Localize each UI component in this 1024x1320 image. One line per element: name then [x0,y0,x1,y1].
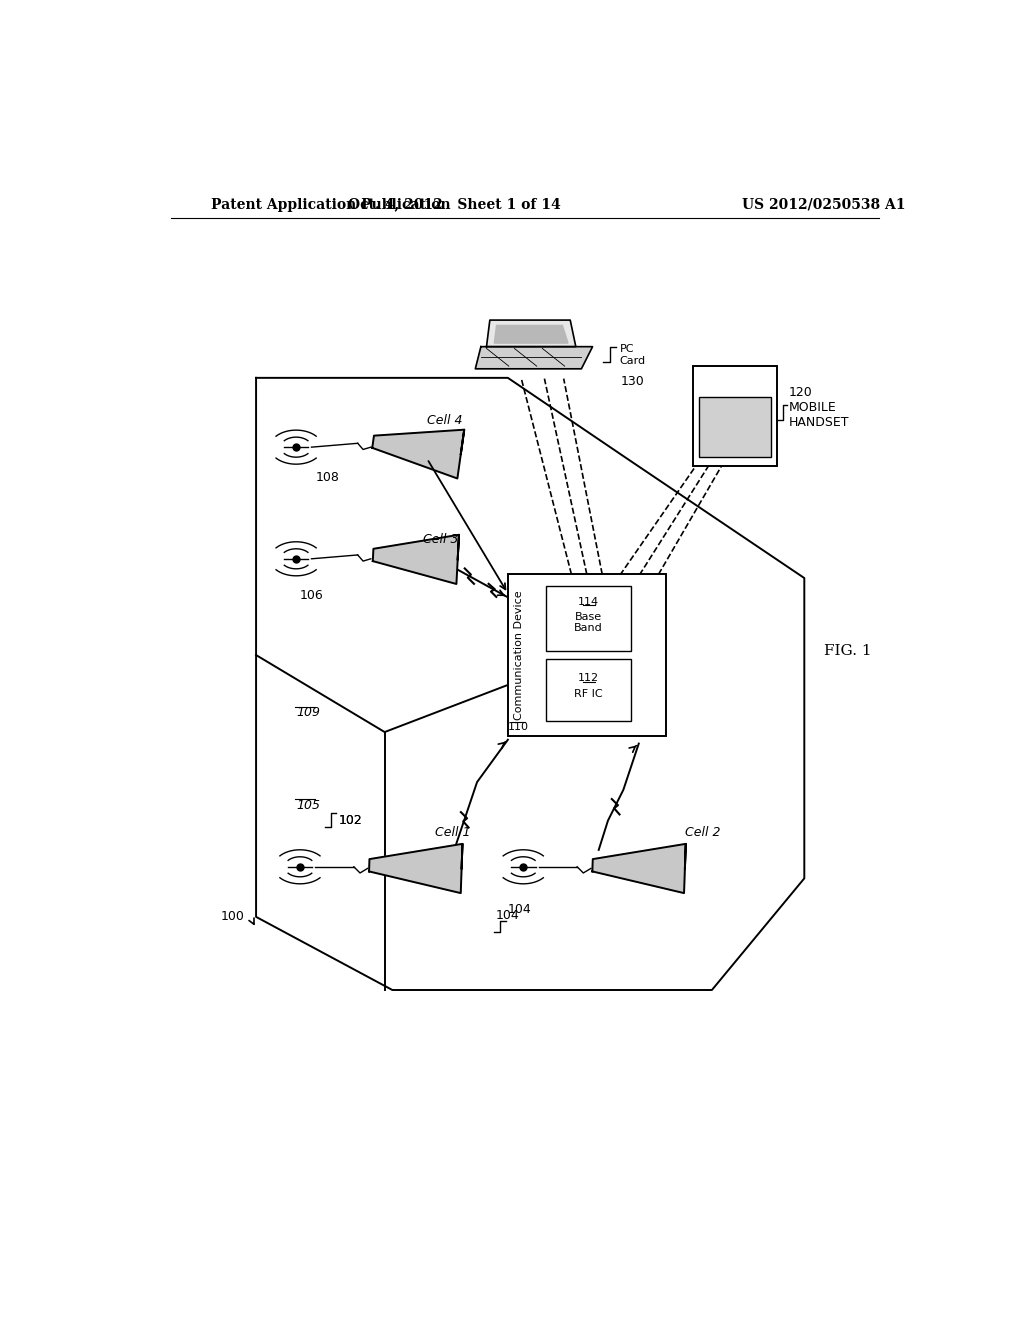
Text: 106: 106 [300,589,324,602]
Text: Cell 1: Cell 1 [435,825,470,838]
Text: 130: 130 [621,375,645,388]
Text: 112: 112 [579,673,599,684]
Text: 105: 105 [296,799,321,812]
Text: 100: 100 [220,911,245,924]
Text: 114: 114 [579,597,599,606]
Text: US 2012/0250538 A1: US 2012/0250538 A1 [741,198,905,211]
Text: Base
Band: Base Band [574,611,603,634]
Bar [698,397,771,457]
Text: Cell 3: Cell 3 [423,533,459,546]
Text: 104: 104 [508,903,531,916]
Bar [547,586,631,651]
Text: Oct. 4, 2012   Sheet 1 of 14: Oct. 4, 2012 Sheet 1 of 14 [347,198,560,211]
Text: 102: 102 [339,814,362,828]
Text: 120
MOBILE
HANDSET: 120 MOBILE HANDSET [788,385,850,429]
Text: 108: 108 [315,471,339,484]
Polygon shape [495,326,568,343]
Text: Cell 4: Cell 4 [427,413,463,426]
Text: 109: 109 [296,706,321,719]
Polygon shape [369,843,463,894]
Text: Patent Application Publication: Patent Application Publication [211,198,451,211]
Text: FIG. 1: FIG. 1 [823,644,871,659]
Polygon shape [592,843,686,894]
Polygon shape [486,321,575,347]
Text: 104: 104 [496,909,520,923]
Text: 102: 102 [339,814,362,828]
Text: 110: 110 [508,722,529,733]
Text: RF IC: RF IC [574,689,603,698]
Polygon shape [475,347,593,368]
Text: Communication Device: Communication Device [514,590,523,719]
Polygon shape [373,430,464,478]
Text: Cell 2: Cell 2 [685,825,721,838]
Bar [547,659,631,721]
Bar [508,574,666,737]
Polygon shape [373,535,459,583]
Bar [692,367,777,466]
Text: PC
Card: PC Card [620,345,646,366]
